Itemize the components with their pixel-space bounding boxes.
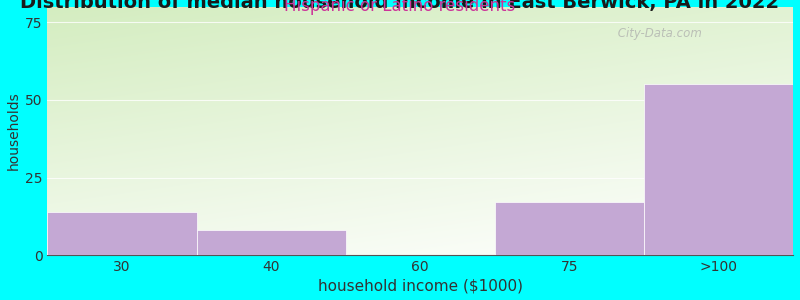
- Text: City-Data.com: City-Data.com: [614, 27, 702, 40]
- Bar: [495, 202, 644, 255]
- Y-axis label: households: households: [7, 92, 21, 170]
- X-axis label: household income ($1000): household income ($1000): [318, 278, 522, 293]
- Bar: [197, 230, 346, 255]
- Bar: [644, 85, 793, 255]
- Text: Distribution of median household income in East Berwick, PA in 2022: Distribution of median household income …: [21, 0, 779, 12]
- Text: Hispanic or Latino residents: Hispanic or Latino residents: [284, 0, 516, 15]
- Bar: [47, 212, 197, 255]
